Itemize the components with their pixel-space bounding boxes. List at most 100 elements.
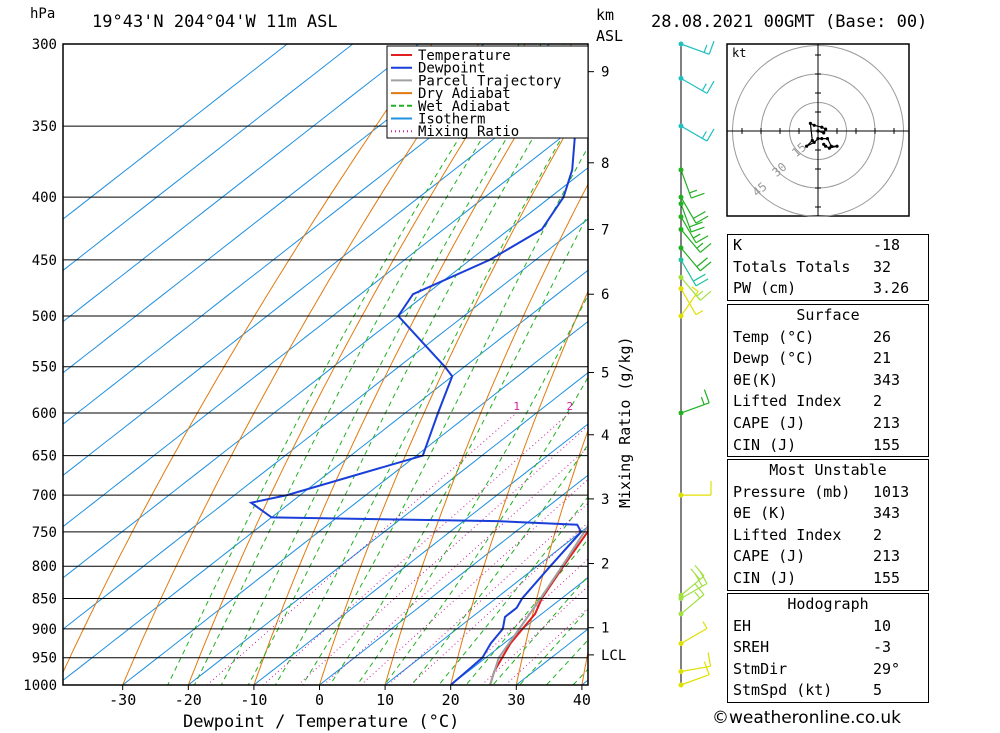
x-tick-label: 20 bbox=[442, 691, 460, 709]
wind-barb-staff bbox=[680, 288, 697, 315]
hodograph-point bbox=[820, 125, 824, 129]
basic-value: 32 bbox=[873, 257, 892, 276]
wind-barb-flag bbox=[703, 661, 710, 675]
wind-barb bbox=[678, 652, 712, 675]
wind-barb bbox=[678, 201, 705, 233]
x-tick-label: 0 bbox=[315, 691, 324, 709]
isotherm-line bbox=[63, 218, 588, 630]
wind-barb-flag bbox=[695, 278, 709, 287]
hodo-key: StmDir bbox=[733, 659, 788, 678]
isotherm-line bbox=[63, 64, 588, 477]
wind-barb bbox=[678, 481, 712, 498]
wet-adiabat-line bbox=[193, 44, 542, 685]
mixing-ratio-label: 1 bbox=[513, 400, 520, 413]
wind-barb-flag bbox=[692, 233, 701, 239]
isotherm-line bbox=[63, 269, 588, 681]
mixing-ratio-label: 3 bbox=[599, 400, 606, 413]
legend-label: Isotherm bbox=[418, 112, 485, 128]
mu-row: θE (K) 343 bbox=[728, 503, 928, 525]
wind-barb-staff bbox=[680, 77, 708, 94]
surface-row: Lifted Index 2 bbox=[728, 391, 928, 413]
height-tick-label: 3 bbox=[601, 492, 609, 508]
mu-row: Pressure (mb) 1013 bbox=[728, 482, 928, 504]
wind-barb-flag bbox=[694, 591, 701, 599]
pressure-tick-label: 1000 bbox=[23, 678, 57, 694]
legend-label: Parcel Trajectory bbox=[418, 73, 561, 89]
mu-key: CAPE (J) bbox=[733, 547, 806, 566]
hodo-value: 10 bbox=[873, 616, 892, 635]
wind-barb-flag bbox=[695, 235, 709, 244]
mu-key: CIN (J) bbox=[733, 568, 797, 587]
legend-label: Mixing Ratio bbox=[418, 124, 519, 140]
hodograph-point bbox=[816, 137, 820, 141]
surface-key: Lifted Index bbox=[733, 392, 842, 411]
hodograph-unit: kt bbox=[732, 46, 746, 60]
mu-value: 213 bbox=[873, 547, 901, 566]
wind-barb bbox=[678, 621, 708, 646]
hodo-key: StmSpd (kt) bbox=[733, 681, 833, 700]
wind-barb-staff bbox=[680, 125, 708, 142]
wind-barb-flag bbox=[699, 290, 712, 301]
surface-row: θE(K) 343 bbox=[728, 370, 928, 392]
surface-row: Temp (°C) 26 bbox=[728, 327, 928, 349]
wind-barb-flag bbox=[689, 221, 703, 228]
mu-key: θE (K) bbox=[733, 504, 788, 523]
hodograph-point bbox=[808, 121, 813, 125]
wet-adiabat-line bbox=[545, 639, 588, 685]
hodograph-point bbox=[822, 142, 826, 146]
wet-adiabat-line bbox=[329, 213, 588, 685]
surface-key: Temp (°C) bbox=[733, 327, 815, 346]
wind-barb-staff bbox=[680, 169, 692, 199]
site-credit[interactable]: ©weatheronline.co.uk bbox=[712, 708, 902, 728]
surface-key: CIN (J) bbox=[733, 435, 797, 454]
isotherm-line bbox=[121, 320, 588, 685]
basic-key: PW (cm) bbox=[733, 279, 797, 298]
height-tick-label: 2 bbox=[601, 557, 609, 573]
hodograph-point bbox=[827, 146, 832, 150]
pressure-tick-label: 650 bbox=[32, 449, 57, 465]
surface-box: Surface Temp (°C) 26 Dewp (°C) 21 θE(K) 343 Li… bbox=[727, 304, 929, 458]
isotherm-line bbox=[63, 44, 420, 323]
wind-barb-flag bbox=[695, 215, 709, 224]
legend-label: Dry Adiabat bbox=[418, 86, 511, 102]
pressure-tick-label: 600 bbox=[32, 406, 57, 422]
hodograph-point bbox=[835, 144, 839, 148]
hodo-value: -3 bbox=[873, 638, 892, 657]
surface-value: 2 bbox=[873, 392, 883, 411]
wet-adiabat-line bbox=[274, 91, 588, 685]
wet-adiabat-line bbox=[519, 608, 588, 685]
wind-barb-flag bbox=[701, 83, 707, 91]
mixing-ratio-line bbox=[262, 412, 570, 685]
height-unit-sub: ASL bbox=[596, 27, 624, 45]
wind-barb-flag bbox=[700, 396, 705, 405]
pressure-tick-label: 700 bbox=[32, 488, 57, 504]
wind-barb bbox=[678, 257, 709, 287]
surface-row: CIN (J) 155 bbox=[728, 435, 928, 457]
series-line-parcel-trajectory bbox=[489, 524, 588, 685]
hodograph-point bbox=[805, 144, 809, 148]
axes: 3003504004505005506006507007508008509009… bbox=[23, 37, 626, 709]
surface-value: 343 bbox=[873, 370, 901, 389]
surface-row: CAPE (J) 213 bbox=[728, 413, 928, 435]
wind-barb-staff bbox=[680, 575, 705, 596]
hodo-row: SREH -3 bbox=[728, 637, 928, 659]
mu-value: 155 bbox=[873, 568, 901, 587]
dry-adiabat-line bbox=[122, 44, 480, 685]
wind-barb-flag bbox=[703, 389, 710, 403]
basic-value: 3.26 bbox=[873, 279, 910, 298]
mu-value: 1013 bbox=[873, 482, 910, 501]
mu-row: CIN (J) 155 bbox=[728, 568, 928, 590]
dry-adiabat-line bbox=[515, 428, 588, 685]
wind-barb-flag bbox=[694, 564, 705, 577]
isotherm-line bbox=[63, 44, 354, 272]
surface-title: Surface bbox=[796, 306, 860, 324]
mu-value: 2 bbox=[873, 525, 883, 544]
mu-key: Pressure (mb) bbox=[733, 482, 851, 501]
mixing-ratio-line bbox=[388, 502, 588, 685]
legend-label: Wet Adiabat bbox=[418, 99, 511, 115]
height-tick-label: 7 bbox=[601, 222, 609, 238]
wind-barb bbox=[678, 194, 709, 224]
hodo-value: 29° bbox=[873, 659, 901, 678]
mixing-ratio-line bbox=[451, 558, 588, 685]
